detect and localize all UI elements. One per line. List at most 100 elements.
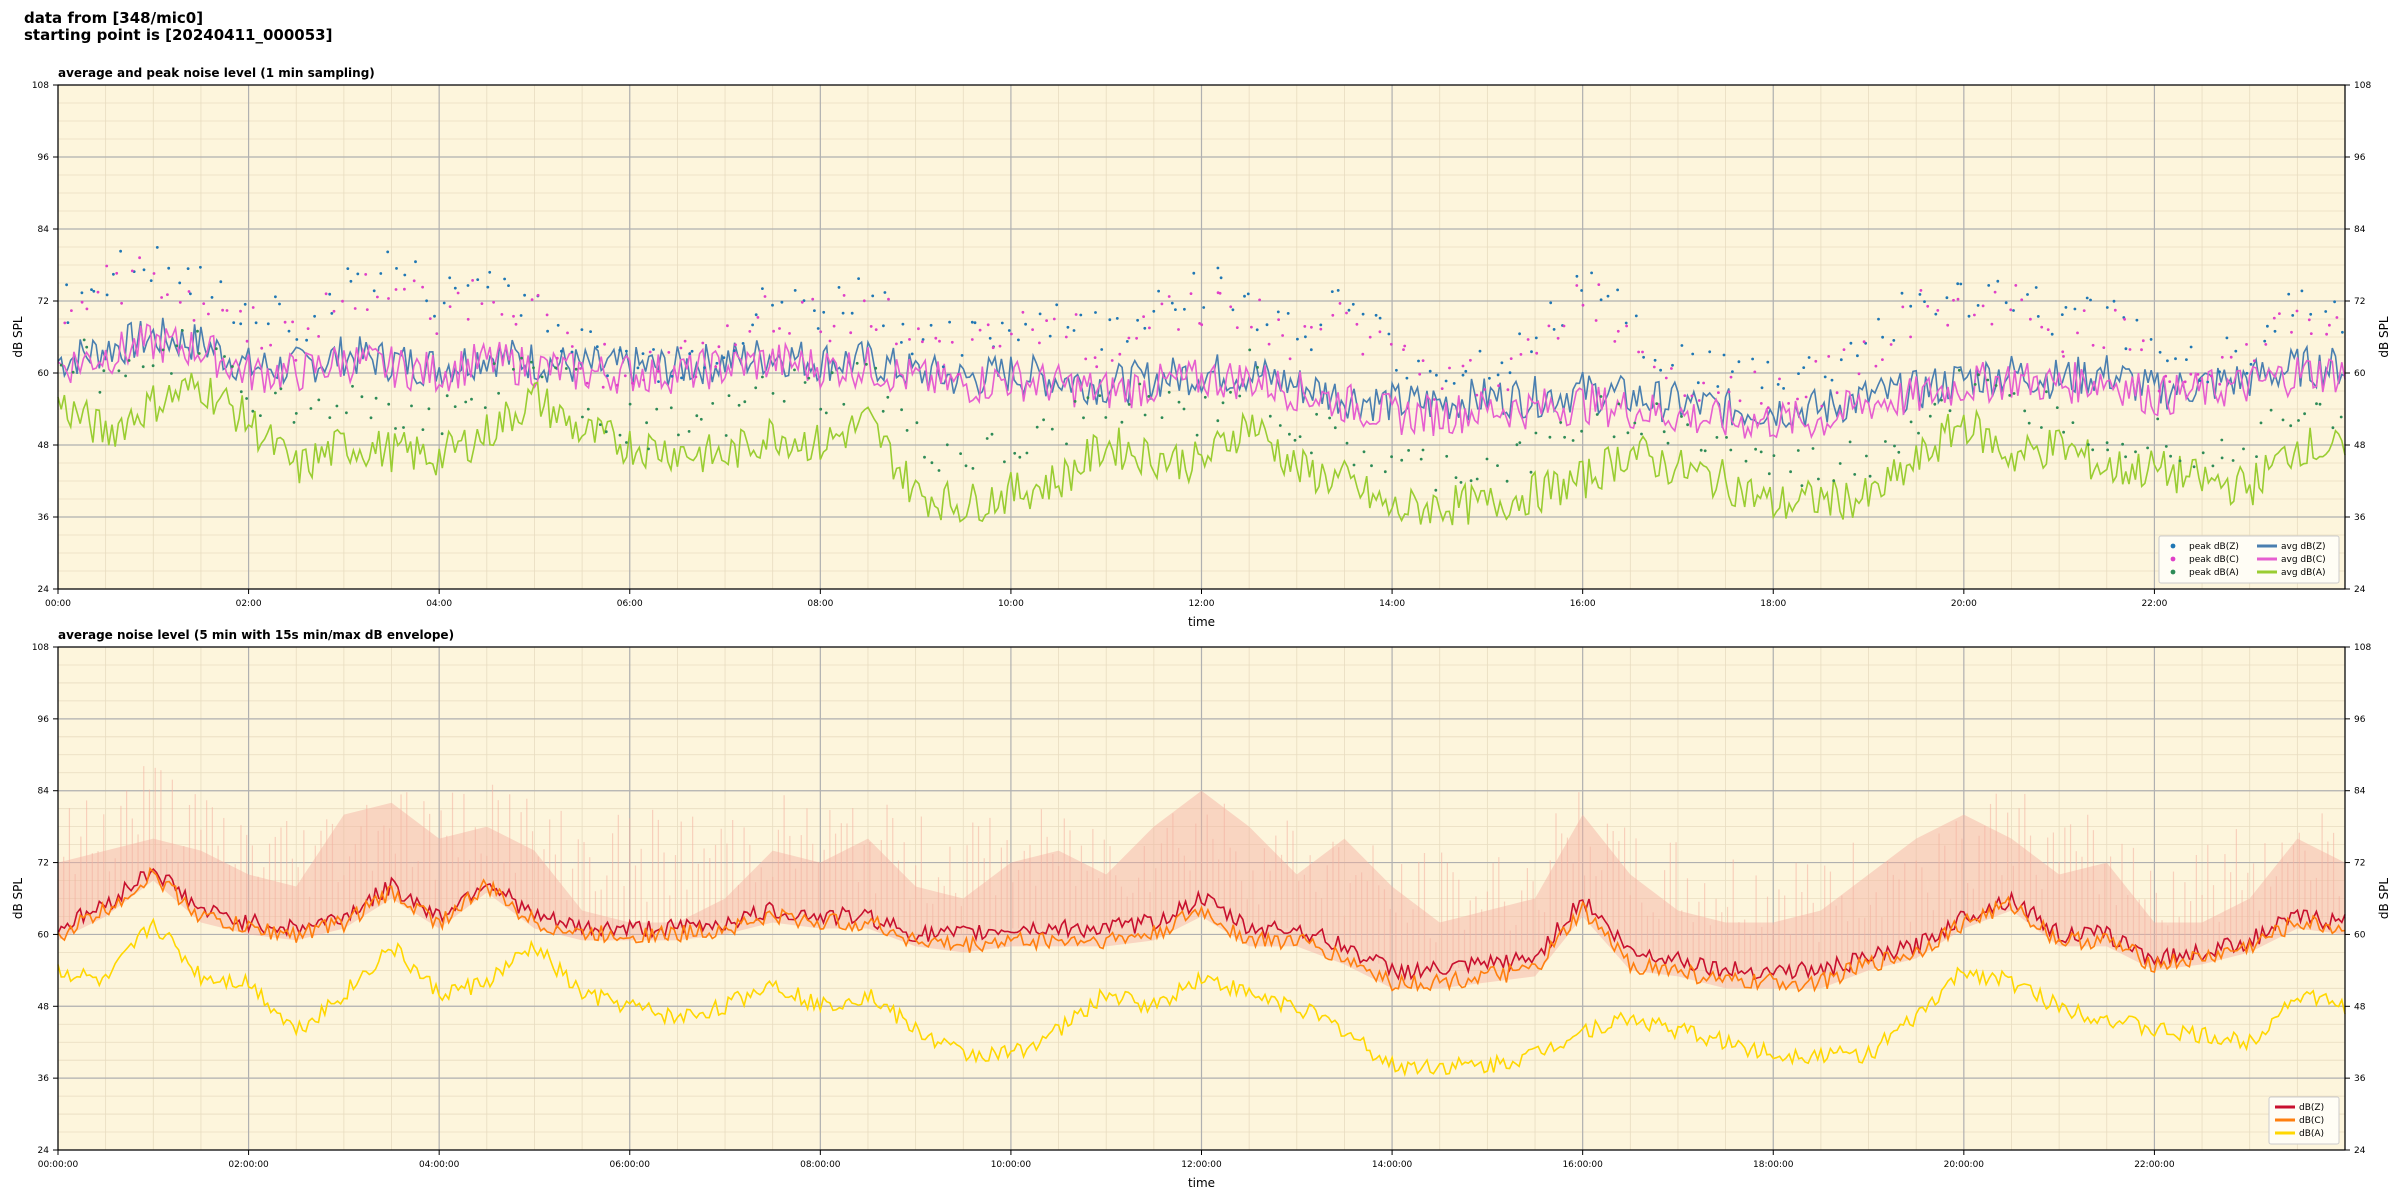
peak-point — [807, 376, 811, 380]
peak-point — [1666, 441, 1670, 445]
peak-point — [1136, 318, 1139, 322]
chart-panel-1: 24 24 36 36 48 48 60 60 72 72 84 84 96 96 108 108 00:00 0… — [11, 66, 2391, 629]
peak-point — [598, 423, 602, 426]
peak-point — [1485, 457, 1489, 461]
peak-point — [929, 323, 933, 327]
peak-point — [1238, 394, 1242, 398]
peak-point — [1519, 353, 1523, 356]
peak-point — [1073, 400, 1077, 403]
peak-point — [141, 365, 145, 369]
peak-point — [287, 329, 291, 333]
peak-point — [545, 313, 549, 317]
peak-point — [1874, 364, 1878, 368]
peak-point — [1715, 436, 1719, 439]
peak-point — [364, 273, 368, 276]
peak-point — [70, 309, 73, 312]
peak-point — [628, 402, 632, 406]
peak-point — [2178, 459, 2182, 463]
peak-point — [1835, 391, 1839, 395]
peak-point — [1848, 440, 1852, 444]
peak-point — [2140, 348, 2143, 352]
peak-point — [1094, 311, 1097, 314]
peak-point — [1093, 356, 1097, 359]
peak-point — [1395, 368, 1398, 372]
peak-point — [2264, 343, 2268, 346]
legend-label: peak dB(A) — [2189, 568, 2239, 578]
peak-point — [1827, 355, 1831, 358]
peak-point — [1662, 430, 1666, 434]
peak-point — [1024, 322, 1027, 326]
peak-point — [1235, 326, 1239, 329]
peak-point — [2149, 338, 2153, 341]
peak-point — [2087, 443, 2090, 446]
peak-point — [1475, 477, 1479, 481]
peak-point — [2141, 339, 2145, 343]
peak-point — [754, 313, 758, 317]
peak-point — [2168, 380, 2172, 383]
peak-point — [170, 372, 173, 375]
y-tick-label-right: 60 — [2354, 930, 2366, 940]
peak-point — [1202, 306, 1206, 309]
peak-point — [1853, 473, 1857, 476]
peak-point — [386, 250, 390, 254]
peak-point — [178, 301, 182, 304]
peak-point — [2290, 330, 2293, 334]
peak-point — [754, 386, 758, 390]
peak-point — [1580, 429, 1583, 433]
peak-point — [2225, 336, 2229, 340]
peak-point — [828, 339, 832, 343]
peak-point — [837, 286, 841, 289]
peak-point — [2040, 426, 2043, 429]
peak-point — [372, 289, 376, 293]
peak-point — [369, 416, 373, 420]
starting-point-line: starting point is [20240411_000053] — [24, 26, 333, 44]
peak-point — [2124, 455, 2128, 459]
peak-point — [1421, 448, 1425, 452]
peak-point — [1333, 426, 1337, 430]
peak-point — [1182, 407, 1186, 411]
peak-point — [225, 309, 229, 312]
peak-point — [1221, 401, 1225, 405]
peak-point — [580, 328, 584, 331]
peak-point — [2045, 390, 2048, 394]
peak-point — [1464, 369, 1468, 373]
y-tick-label-right: 72 — [2354, 297, 2365, 307]
peak-point — [2012, 392, 2016, 395]
peak-point — [394, 427, 397, 430]
peak-point — [466, 284, 470, 287]
peak-point — [202, 302, 206, 305]
peak-point — [448, 276, 452, 280]
peak-point — [2089, 298, 2092, 302]
peak-point — [1475, 393, 1479, 397]
peak-point — [317, 335, 320, 338]
peak-point — [2134, 450, 2137, 454]
peak-point — [2325, 332, 2329, 336]
peak-point — [1691, 352, 1695, 356]
peak-point — [306, 327, 310, 330]
peak-point — [2328, 323, 2331, 327]
peak-point — [1683, 394, 1687, 397]
peak-point — [532, 366, 535, 370]
peak-point — [412, 279, 416, 283]
peak-point — [189, 292, 192, 296]
peak-point — [428, 317, 432, 320]
y-tick-label-right: 60 — [2354, 369, 2366, 379]
peak-point — [1737, 360, 1741, 364]
peak-point — [1170, 301, 1174, 305]
peak-point — [1987, 284, 1991, 287]
peak-point — [1352, 463, 1356, 467]
peak-point — [486, 285, 490, 289]
peak-point — [1296, 337, 1299, 341]
peak-point — [934, 336, 938, 340]
peak-point — [330, 312, 334, 315]
chart-title: average noise level (5 min with 15s min/… — [58, 628, 454, 642]
peak-point — [1562, 324, 1566, 328]
peak-point — [1759, 402, 1763, 405]
peak-point — [374, 396, 378, 400]
peak-point — [883, 291, 887, 294]
peak-point — [2036, 315, 2040, 318]
peak-point — [394, 288, 398, 291]
peak-point — [832, 324, 836, 328]
y-tick-label-left: 72 — [38, 297, 49, 307]
peak-point — [1889, 343, 1893, 346]
